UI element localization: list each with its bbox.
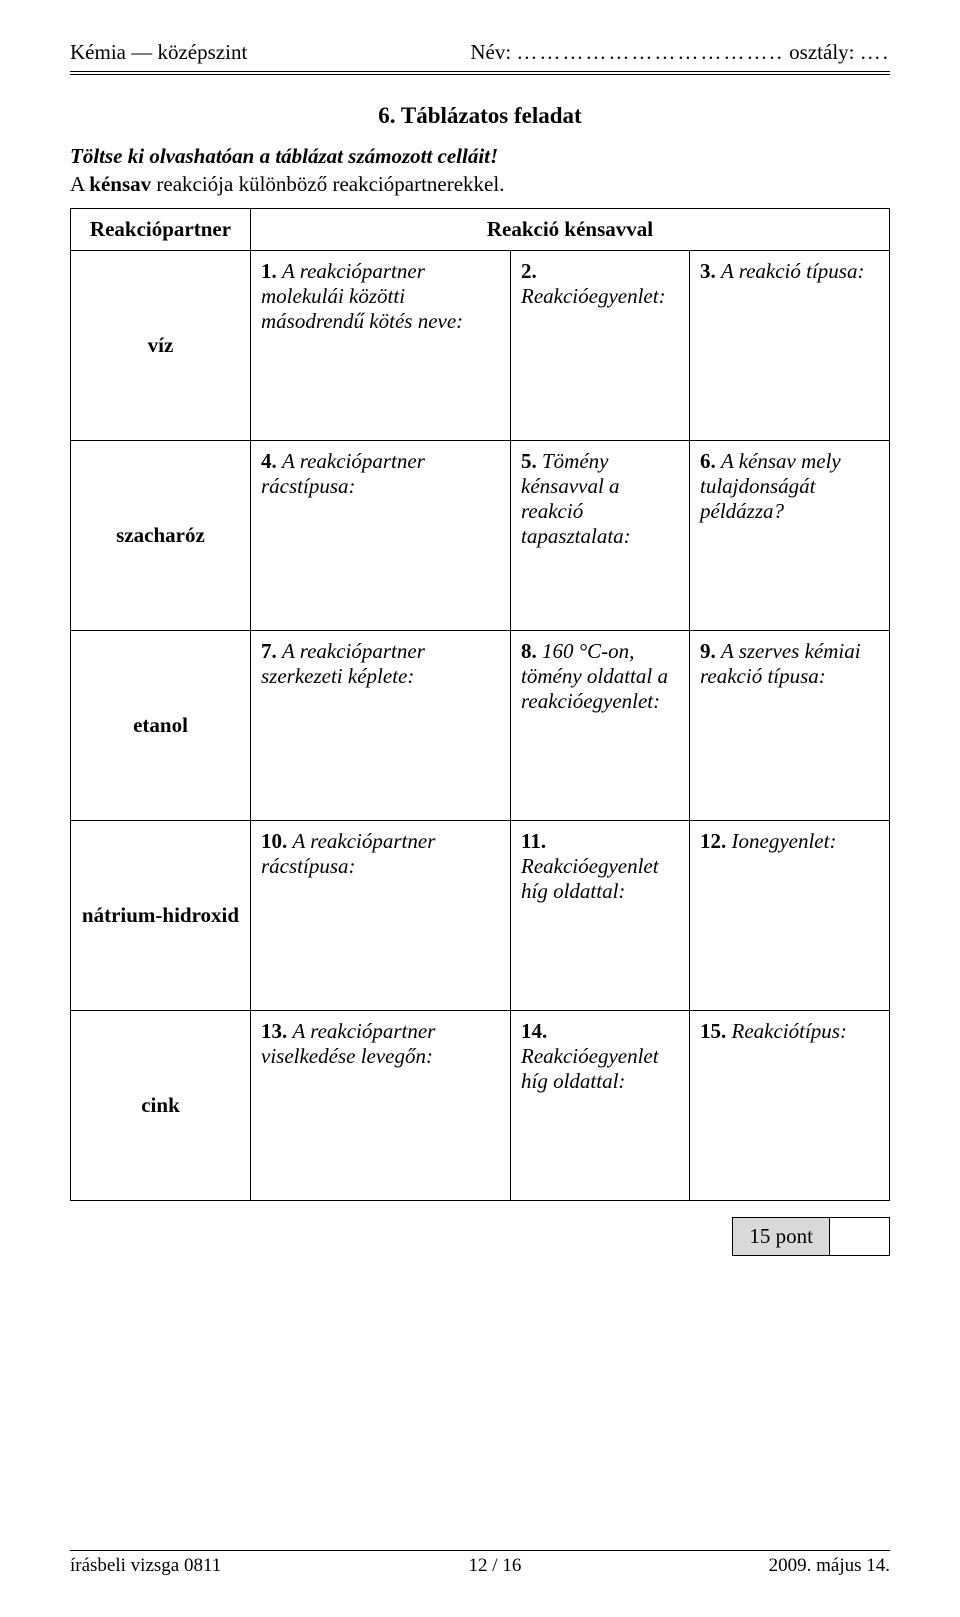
cell: 2. Reakcióegyenlet: xyxy=(511,250,690,440)
cell: 6. A kénsav mely tulajdonságát példázza? xyxy=(690,440,890,630)
table-row: etanol 7. A reakciópartner szerkezeti ké… xyxy=(71,630,890,820)
instr2-rest: reakciója különböző reakciópartnerekkel. xyxy=(151,172,504,196)
cell-label: 7. A reakciópartner szerkezeti képlete: xyxy=(261,639,500,689)
cell-label: 3. A reakció típusa: xyxy=(700,259,879,284)
cell-label: 5. Tömény kénsavval a reakció tapasztala… xyxy=(521,449,679,549)
cell: 5. Tömény kénsavval a reakció tapasztala… xyxy=(511,440,690,630)
score-value xyxy=(830,1217,890,1255)
partner-cell: cink xyxy=(71,1010,251,1200)
cell-label: 12. Ionegyenlet: xyxy=(700,829,879,854)
footer-center: 12 / 16 xyxy=(469,1555,522,1577)
th-reaction: Reakció kénsavval xyxy=(251,208,890,250)
instruction-2: A kénsav reakciója különböző reakciópart… xyxy=(70,171,890,197)
reaction-table: Reakciópartner Reakció kénsavval víz 1. … xyxy=(70,208,890,1201)
instr2-prefix: A xyxy=(70,172,89,196)
cell: 1. A reakciópartner molekulái közötti má… xyxy=(251,250,511,440)
cell-label: 2. Reakcióegyenlet: xyxy=(521,259,679,309)
partner-cell: nátrium-hidroxid xyxy=(71,820,251,1010)
cell-label: 8. 160 °C-on, tömény oldattal a reakcióe… xyxy=(521,639,679,714)
table-row: szacharóz 4. A reakciópartner rácstípusa… xyxy=(71,440,890,630)
task-title: 6. Táblázatos feladat xyxy=(70,103,890,129)
cell-label: 13. A reakciópartner viselkedése levegőn… xyxy=(261,1019,500,1069)
partner-cell: szacharóz xyxy=(71,440,251,630)
cell: 4. A reakciópartner rácstípusa: xyxy=(251,440,511,630)
partner-cell: víz xyxy=(71,250,251,440)
cell: 15. Reakciótípus: xyxy=(690,1010,890,1200)
cell: 11. Reakcióegyenlet híg oldattal: xyxy=(511,820,690,1010)
cell-label: 11. Reakcióegyenlet híg oldattal: xyxy=(521,829,679,904)
class-label: osztály: xyxy=(789,40,854,64)
page-footer: írásbeli vizsga 0811 12 / 16 2009. május… xyxy=(70,1542,890,1577)
footer-right: 2009. május 14. xyxy=(769,1555,890,1577)
header-rule-top xyxy=(70,71,890,72)
instr2-bold: kénsav xyxy=(89,172,151,196)
cell: 13. A reakciópartner viselkedése levegőn… xyxy=(251,1010,511,1200)
header-subject: Kémia — középszint xyxy=(70,40,247,65)
table-row: nátrium-hidroxid 10. A reakciópartner rá… xyxy=(71,820,890,1010)
cell: 7. A reakciópartner szerkezeti képlete: xyxy=(251,630,511,820)
cell: 9. A szerves kémiai reakció típusa: xyxy=(690,630,890,820)
cell: 12. Ionegyenlet: xyxy=(690,820,890,1010)
score-box: 15 pont xyxy=(732,1217,890,1256)
cell-label: 6. A kénsav mely tulajdonságát példázza? xyxy=(700,449,879,524)
cell-label: 14. Reakcióegyenlet híg oldattal: xyxy=(521,1019,679,1094)
footer-rule xyxy=(70,1550,890,1551)
cell: 3. A reakció típusa: xyxy=(690,250,890,440)
partner-cell: etanol xyxy=(71,630,251,820)
score-label: 15 pont xyxy=(733,1217,830,1255)
table-row: víz 1. A reakciópartner molekulái között… xyxy=(71,250,890,440)
class-dots: …. xyxy=(860,40,890,64)
footer-left: írásbeli vizsga 0811 xyxy=(70,1555,221,1577)
instruction-1: Töltse ki olvashatóan a táblázat számozo… xyxy=(70,143,890,169)
cell: 14. Reakcióegyenlet híg oldattal: xyxy=(511,1010,690,1200)
cell-label: 1. A reakciópartner molekulái közötti má… xyxy=(261,259,500,334)
instruction-1-text: Töltse ki olvashatóan a táblázat számozo… xyxy=(70,144,498,168)
header-rule-bottom xyxy=(70,74,890,75)
cell-label: 9. A szerves kémiai reakció típusa: xyxy=(700,639,879,689)
cell-label: 4. A reakciópartner rácstípusa: xyxy=(261,449,500,499)
cell: 8. 160 °C-on, tömény oldattal a reakcióe… xyxy=(511,630,690,820)
name-dots: …………………………….. xyxy=(516,40,784,64)
th-partner: Reakciópartner xyxy=(71,208,251,250)
table-row: cink 13. A reakciópartner viselkedése le… xyxy=(71,1010,890,1200)
header-name-block: Név: …………………………….. osztály: …. xyxy=(470,40,890,65)
name-label: Név: xyxy=(470,40,511,64)
cell: 10. A reakciópartner rácstípusa: xyxy=(251,820,511,1010)
page-header: Kémia — középszint Név: …………………………….. os… xyxy=(70,40,890,65)
cell-label: 15. Reakciótípus: xyxy=(700,1019,879,1044)
cell-label: 10. A reakciópartner rácstípusa: xyxy=(261,829,500,879)
table-header-row: Reakciópartner Reakció kénsavval xyxy=(71,208,890,250)
